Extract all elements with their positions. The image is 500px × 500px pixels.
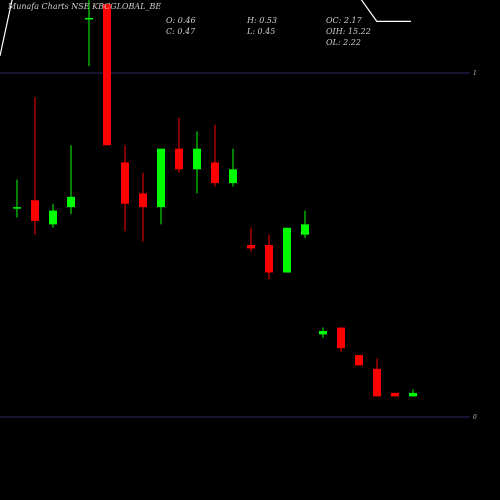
candle-8 [157,148,165,225]
oi-change: OC: 2.17 [326,16,363,25]
candle-body-11 [211,162,219,184]
candle-body-15 [283,227,291,273]
candle-9 [175,117,183,173]
candle-body-6 [121,162,129,204]
ohlc-low: L: 0.45 [246,27,275,36]
candle-body-10 [193,148,201,170]
candle-6 [121,145,129,232]
ohlc-close: C: 0.47 [166,27,196,36]
y-tick-label-1: 0 [473,414,477,421]
oi-high: OIH: 15.22 [326,27,371,36]
candle-body-13 [247,245,255,249]
candle-body-9 [175,148,183,170]
candle-7 [139,172,147,242]
candle-body-20 [373,368,381,397]
candle-body-0 [13,207,21,209]
candle-1 [31,97,39,235]
candle-body-21 [391,392,399,397]
candle-body-17 [319,331,327,335]
ohlc-high: H: 0.53 [246,16,277,25]
candle-15 [283,227,291,273]
candle-21 [391,392,399,397]
candle-4 [85,0,93,67]
candle-10 [193,131,201,194]
candle-13 [247,227,255,252]
candle-11 [211,124,219,187]
candle-12 [229,148,237,187]
candle-body-18 [337,327,345,349]
chart-title: Munafa Charts NSE KBCGLOBAL_BE [7,2,161,11]
candle-body-8 [157,148,165,208]
candle-body-2 [49,210,57,225]
ohlc-open: O: 0.46 [166,16,196,25]
candle-body-3 [67,196,75,208]
candle-17 [319,327,327,338]
candle-body-1 [31,200,39,221]
oi-low: OL: 2.22 [326,38,361,47]
candle-body-16 [301,224,309,235]
candle-0 [13,179,21,218]
candle-2 [49,203,57,228]
candle-22 [409,389,417,397]
candle-19 [355,355,363,366]
candle-body-14 [265,245,273,273]
candle-18 [337,327,345,352]
candle-body-7 [139,193,147,208]
candle-body-4 [85,17,93,20]
candle-body-12 [229,169,237,184]
candle-body-19 [355,355,363,366]
candle-3 [67,145,75,215]
candle-body-5 [103,4,111,146]
candle-5 [103,4,111,146]
y-tick-label-0: 1 [473,70,477,77]
candle-20 [373,358,381,397]
candle-body-22 [409,392,417,397]
candle-16 [301,210,309,239]
candle-14 [265,234,273,280]
